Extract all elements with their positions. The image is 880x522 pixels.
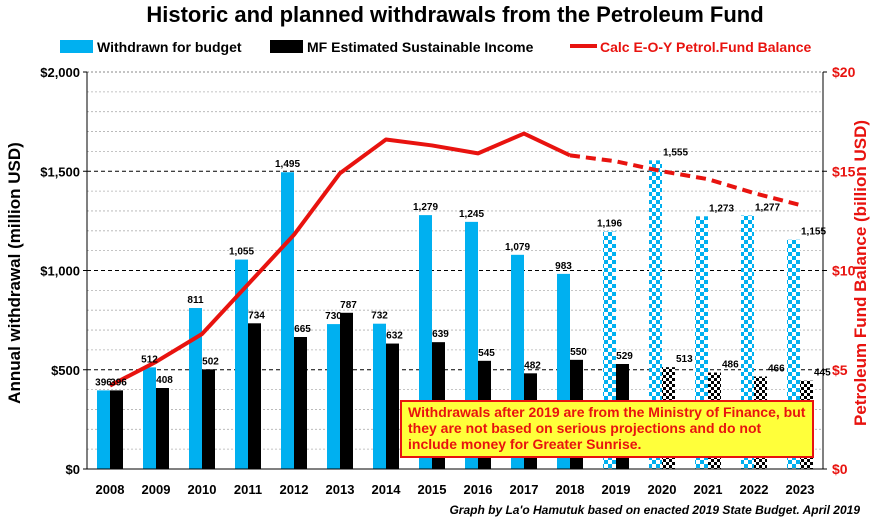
data-label-withdrawn-2020: 1,555: [663, 147, 688, 158]
bar-withdrawn-2013: [327, 324, 340, 469]
data-label-withdrawn-2012: 1,495: [275, 159, 300, 170]
x-tick-label-2014: 2014: [372, 482, 402, 497]
x-tick-label-2010: 2010: [188, 482, 217, 497]
legend: Withdrawn for budget MF Estimated Sustai…: [60, 39, 812, 55]
data-label-sustainable-2022: 466: [768, 363, 785, 374]
data-label-withdrawn-2014: 732: [371, 311, 388, 322]
y-tick-label-right: $5: [832, 362, 848, 378]
bar-sustainable-2009: [156, 388, 169, 469]
bar-withdrawn-2011: [235, 259, 248, 469]
y-axis-label-right: Petroleum Fund Balance (billion USD): [851, 120, 870, 426]
x-tick-label-2008: 2008: [96, 482, 125, 497]
x-tick-label-2016: 2016: [464, 482, 493, 497]
data-label-withdrawn-2013: 730: [325, 311, 342, 322]
x-tick-label-2023: 2023: [786, 482, 815, 497]
y-tick-label-right: $10: [832, 263, 856, 279]
bar-withdrawn-2009: [143, 367, 156, 469]
data-label-withdrawn-2022: 1,277: [755, 203, 780, 214]
x-tick-label-2011: 2011: [234, 482, 262, 497]
data-label-withdrawn-2023: 1,155: [801, 227, 826, 238]
data-label-sustainable-2014: 632: [386, 331, 403, 342]
y-tick-label-left: $0: [66, 462, 80, 477]
chart-title: Historic and planned withdrawals from th…: [146, 2, 763, 27]
data-label-sustainable-2015: 639: [432, 329, 449, 340]
legend-label-sustainable: MF Estimated Sustainable Income: [307, 39, 534, 55]
legend-label-balance: Calc E-O-Y Petrol.Fund Balance: [600, 39, 812, 55]
data-label-withdrawn-2021: 1,273: [709, 203, 734, 214]
x-tick-label-2013: 2013: [326, 482, 355, 497]
data-label-withdrawn-2009: 512: [141, 354, 158, 365]
x-tick-label-2009: 2009: [142, 482, 171, 497]
data-label-sustainable-2008: 396: [110, 377, 127, 388]
data-label-sustainable-2020: 513: [676, 354, 693, 365]
credit-line: Graph by La'o Hamutuk based on enacted 2…: [449, 503, 860, 517]
balance-line: [109, 131, 801, 388]
y-tick-label-right: $15: [832, 163, 856, 179]
y-tick-label-right: $20: [832, 64, 856, 80]
bar-sustainable-2011: [248, 323, 261, 469]
balance-line-actual: [109, 131, 571, 388]
data-label-withdrawn-2016: 1,245: [459, 209, 484, 220]
bar-withdrawn-2014: [373, 323, 386, 469]
data-label-sustainable-2021: 486: [722, 360, 739, 371]
x-tick-label-2021: 2021: [694, 482, 723, 497]
data-label-withdrawn-2019: 1,196: [597, 219, 622, 230]
x-tick-label-2017: 2017: [510, 482, 539, 497]
x-tick-label-2020: 2020: [648, 482, 677, 497]
x-tick-label-2015: 2015: [418, 482, 447, 497]
bar-withdrawn-2008: [97, 390, 110, 469]
data-label-sustainable-2023: 445: [814, 368, 831, 379]
data-label-sustainable-2016: 545: [478, 348, 495, 359]
data-label-sustainable-2013: 787: [340, 300, 357, 311]
data-label-sustainable-2011: 734: [248, 310, 265, 321]
data-label-withdrawn-2010: 811: [187, 295, 204, 306]
x-tick-label-2018: 2018: [556, 482, 585, 497]
legend-swatch-sustainable: [270, 40, 303, 53]
legend-swatch-withdrawn: [60, 40, 93, 53]
bar-sustainable-2013: [340, 312, 353, 469]
data-label-sustainable-2012: 665: [294, 324, 311, 335]
data-label-withdrawn-2018: 983: [555, 261, 572, 272]
x-tick-label-2012: 2012: [280, 482, 309, 497]
bar-withdrawn-2020: [649, 160, 662, 469]
data-label-withdrawn-2008: 396: [95, 377, 112, 388]
data-label-withdrawn-2011: 1,055: [229, 247, 254, 258]
axes: 2008 2009 2010 2011 2012 2013 2014 2015 2016 2017…: [40, 64, 855, 497]
bar-sustainable-2014: [386, 343, 399, 469]
data-label-withdrawn-2015: 1,279: [413, 202, 438, 213]
legend-label-withdrawn: Withdrawn for budget: [97, 39, 242, 55]
annotation-box: Withdrawals after 2019 are from the Mini…: [400, 400, 814, 458]
x-tick-label-2019: 2019: [602, 482, 631, 497]
data-label-sustainable-2010: 502: [202, 356, 219, 367]
balance-line-projected: [569, 153, 801, 207]
y-tick-label-left: $1,500: [40, 164, 80, 179]
y-tick-label-left: $500: [51, 363, 80, 378]
bar-sustainable-2012: [294, 336, 307, 469]
bar-sustainable-2008: [110, 390, 123, 469]
x-tick-label-2022: 2022: [740, 482, 769, 497]
y-tick-label-left: $2,000: [40, 65, 80, 80]
bar-sustainable-2010: [202, 369, 215, 469]
bar-withdrawn-2010: [189, 308, 202, 469]
data-label-sustainable-2009: 408: [156, 375, 173, 386]
data-label-withdrawn-2017: 1,079: [505, 242, 530, 253]
y-tick-label-left: $1,000: [40, 264, 80, 279]
data-label-sustainable-2019: 529: [616, 351, 633, 362]
y-axis-label-left: Annual withdrawal (million USD): [5, 142, 24, 404]
data-label-sustainable-2018: 550: [570, 347, 587, 358]
bar-withdrawn-2012: [281, 172, 294, 469]
y-tick-label-right: $0: [832, 461, 848, 477]
data-label-sustainable-2017: 482: [524, 360, 541, 371]
